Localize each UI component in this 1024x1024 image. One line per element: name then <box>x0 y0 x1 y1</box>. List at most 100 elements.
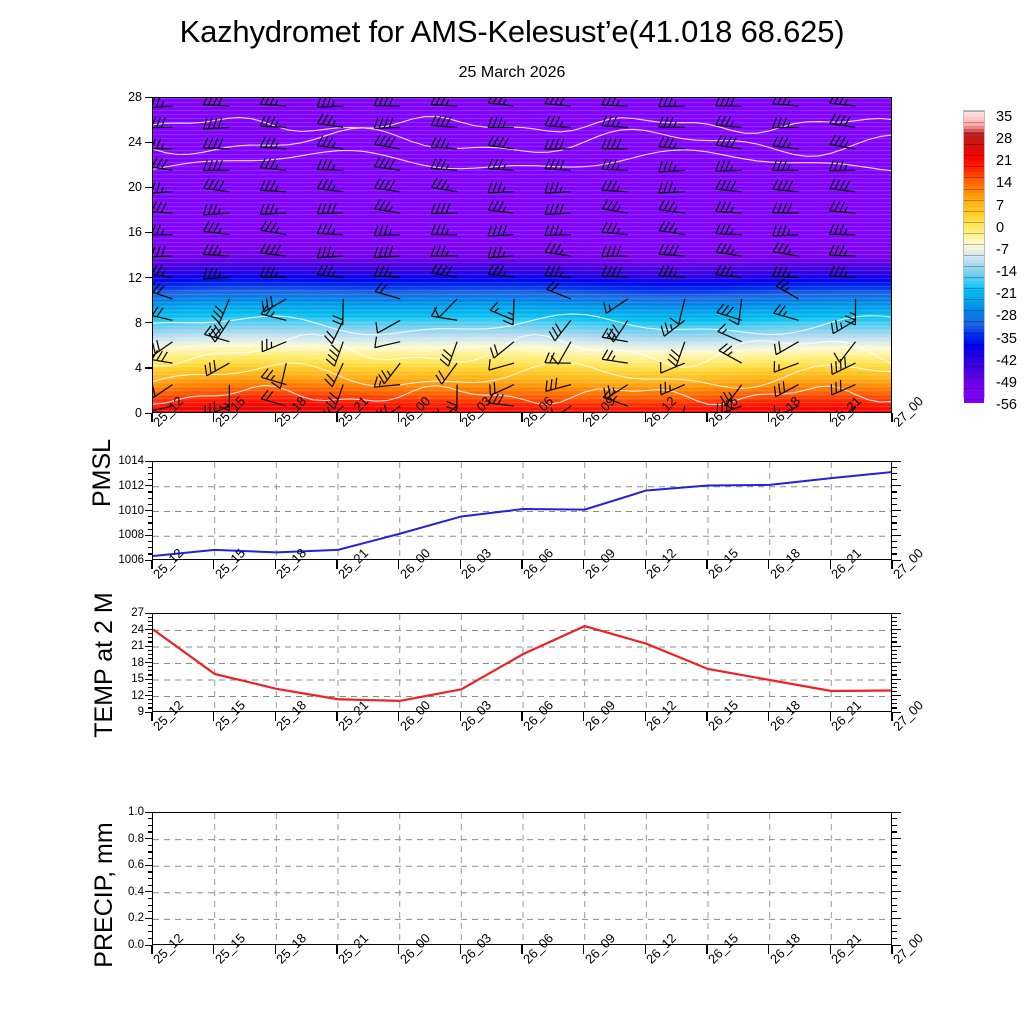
colorbar-segment <box>964 150 984 155</box>
precip-ytick-minor-right <box>892 924 897 926</box>
colorbar-segment <box>964 380 984 385</box>
xtick-mark <box>459 945 462 954</box>
colorbar-segment <box>964 117 984 121</box>
pmsl-ytick-minor-right <box>892 528 897 530</box>
upper-air-ytick-label: 28 <box>128 90 142 104</box>
xtick-mark <box>459 712 462 721</box>
pmsl-ytick-minor-right <box>892 540 897 543</box>
colorbar-segment <box>964 208 984 212</box>
precip-ytick-label: 0.6 <box>128 859 144 872</box>
precip-ytick-minor-right <box>892 838 901 840</box>
colorbar-segment <box>964 311 984 315</box>
colorbar-segment <box>964 298 984 303</box>
colorbar-segment <box>964 295 984 300</box>
pmsl-ytick-minor-right <box>892 534 901 536</box>
colorbar-level-divider <box>964 199 984 201</box>
colorbar-segment <box>964 235 984 240</box>
colorbar-segment <box>964 114 984 118</box>
colorbar-segment <box>964 314 984 318</box>
colorbar-level-divider <box>964 243 984 245</box>
colorbar-segment <box>964 335 984 340</box>
temp-2m-ytick-minor <box>148 641 153 643</box>
xtick-mark <box>274 413 277 422</box>
colorbar-tick-label: -21 <box>996 286 1017 303</box>
temp-2m-ytick-minor-right <box>892 653 897 655</box>
xtick-mark <box>829 560 832 569</box>
colorbar-segment <box>964 277 984 282</box>
temp-2m-ytick-minor <box>148 699 153 701</box>
upper-air-ytick-mark <box>145 141 153 143</box>
xtick-mark <box>212 712 215 721</box>
precip-ytick-minor <box>148 824 153 826</box>
pmsl-ytick-minor-right <box>892 503 897 505</box>
upper-air-ytick-mark <box>145 96 153 98</box>
temp-2m-ytick-minor-right <box>892 682 897 684</box>
colorbar-segment <box>964 223 984 227</box>
colorbar-segment <box>964 217 984 221</box>
precip-ytick-minor <box>148 917 153 920</box>
colorbar-tick-label: 7 <box>996 197 1005 214</box>
colorbar-segment <box>964 165 984 170</box>
temp-2m-ytick-minor <box>148 682 153 684</box>
temp-2m-ytick-minor <box>148 637 153 639</box>
colorbar-segment <box>964 368 984 373</box>
precip-ytick-label: 0.0 <box>128 939 144 951</box>
precip-ytick-minor <box>148 904 153 906</box>
xtick-mark <box>644 712 647 721</box>
xtick-mark <box>644 413 647 422</box>
temp-2m-ytick-minor-right <box>892 695 901 697</box>
colorbar-segment <box>964 356 984 361</box>
temp-2m-ytick-minor <box>148 711 153 713</box>
colorbar-segment <box>964 253 984 258</box>
precip-ytick-minor-right <box>892 864 901 866</box>
pmsl-ytick-minor-right <box>892 497 897 499</box>
precip-ytick-label: 0.2 <box>128 912 144 925</box>
xtick-mark <box>767 413 770 422</box>
temp-2m-ytick-minor-right <box>892 707 897 709</box>
pmsl-ytick-minor-right <box>892 547 897 549</box>
colorbar-segment <box>964 301 984 306</box>
pmsl-ytick-minor <box>148 534 153 536</box>
colorbar-level-divider <box>964 144 984 146</box>
xtick-mark <box>151 712 153 721</box>
temp-2m-ytick-minor <box>148 686 153 688</box>
xtick-mark <box>582 560 585 569</box>
precip-ytick-minor <box>148 931 153 933</box>
precip-ytick-minor <box>148 844 153 846</box>
xtick-mark <box>891 712 893 721</box>
precip-ytick-minor-right <box>892 911 897 913</box>
colorbar-tick-label: 28 <box>996 131 1013 148</box>
temp-2m-ytick-minor-right <box>892 690 897 693</box>
colorbar-level-divider <box>964 387 984 389</box>
colorbar-segment <box>964 274 984 279</box>
upper-air-ytick-label: 24 <box>128 135 142 150</box>
colorbar-segment <box>964 244 984 249</box>
xtick-mark <box>336 712 338 721</box>
xtick-mark <box>151 413 153 422</box>
temp-2m-ytick-minor-right <box>892 641 897 643</box>
temp-2m-ytick-minor-right <box>892 612 901 614</box>
temp-2m-ytick-minor <box>148 624 153 627</box>
upper-air-ytick-mark <box>145 186 153 188</box>
colorbar-tick-label: 35 <box>996 109 1013 125</box>
precip-ytick-minor-right <box>892 818 897 820</box>
upper-air-ytick-label: 20 <box>128 180 142 195</box>
precip-ytick-minor <box>148 818 153 820</box>
xtick-mark <box>212 560 215 569</box>
temp-2m-ytick-minor-right <box>892 666 897 668</box>
xtick-mark <box>336 945 338 954</box>
pmsl-ytick-minor <box>148 528 153 530</box>
colorbar-level-divider <box>964 221 984 223</box>
colorbar-segment <box>964 383 984 388</box>
colorbar-level-divider <box>964 210 984 212</box>
colorbar-segment <box>964 329 984 334</box>
pmsl-ytick-minor <box>148 510 153 512</box>
temp-2m-ytick-minor-right <box>892 670 897 672</box>
precip-ytick-minor <box>148 871 153 873</box>
pmsl-ytick-minor-right <box>892 460 901 462</box>
colorbar-level-divider <box>964 310 984 312</box>
colorbar-segment <box>964 135 984 140</box>
temp-2m-ytick-label: 18 <box>131 656 144 669</box>
